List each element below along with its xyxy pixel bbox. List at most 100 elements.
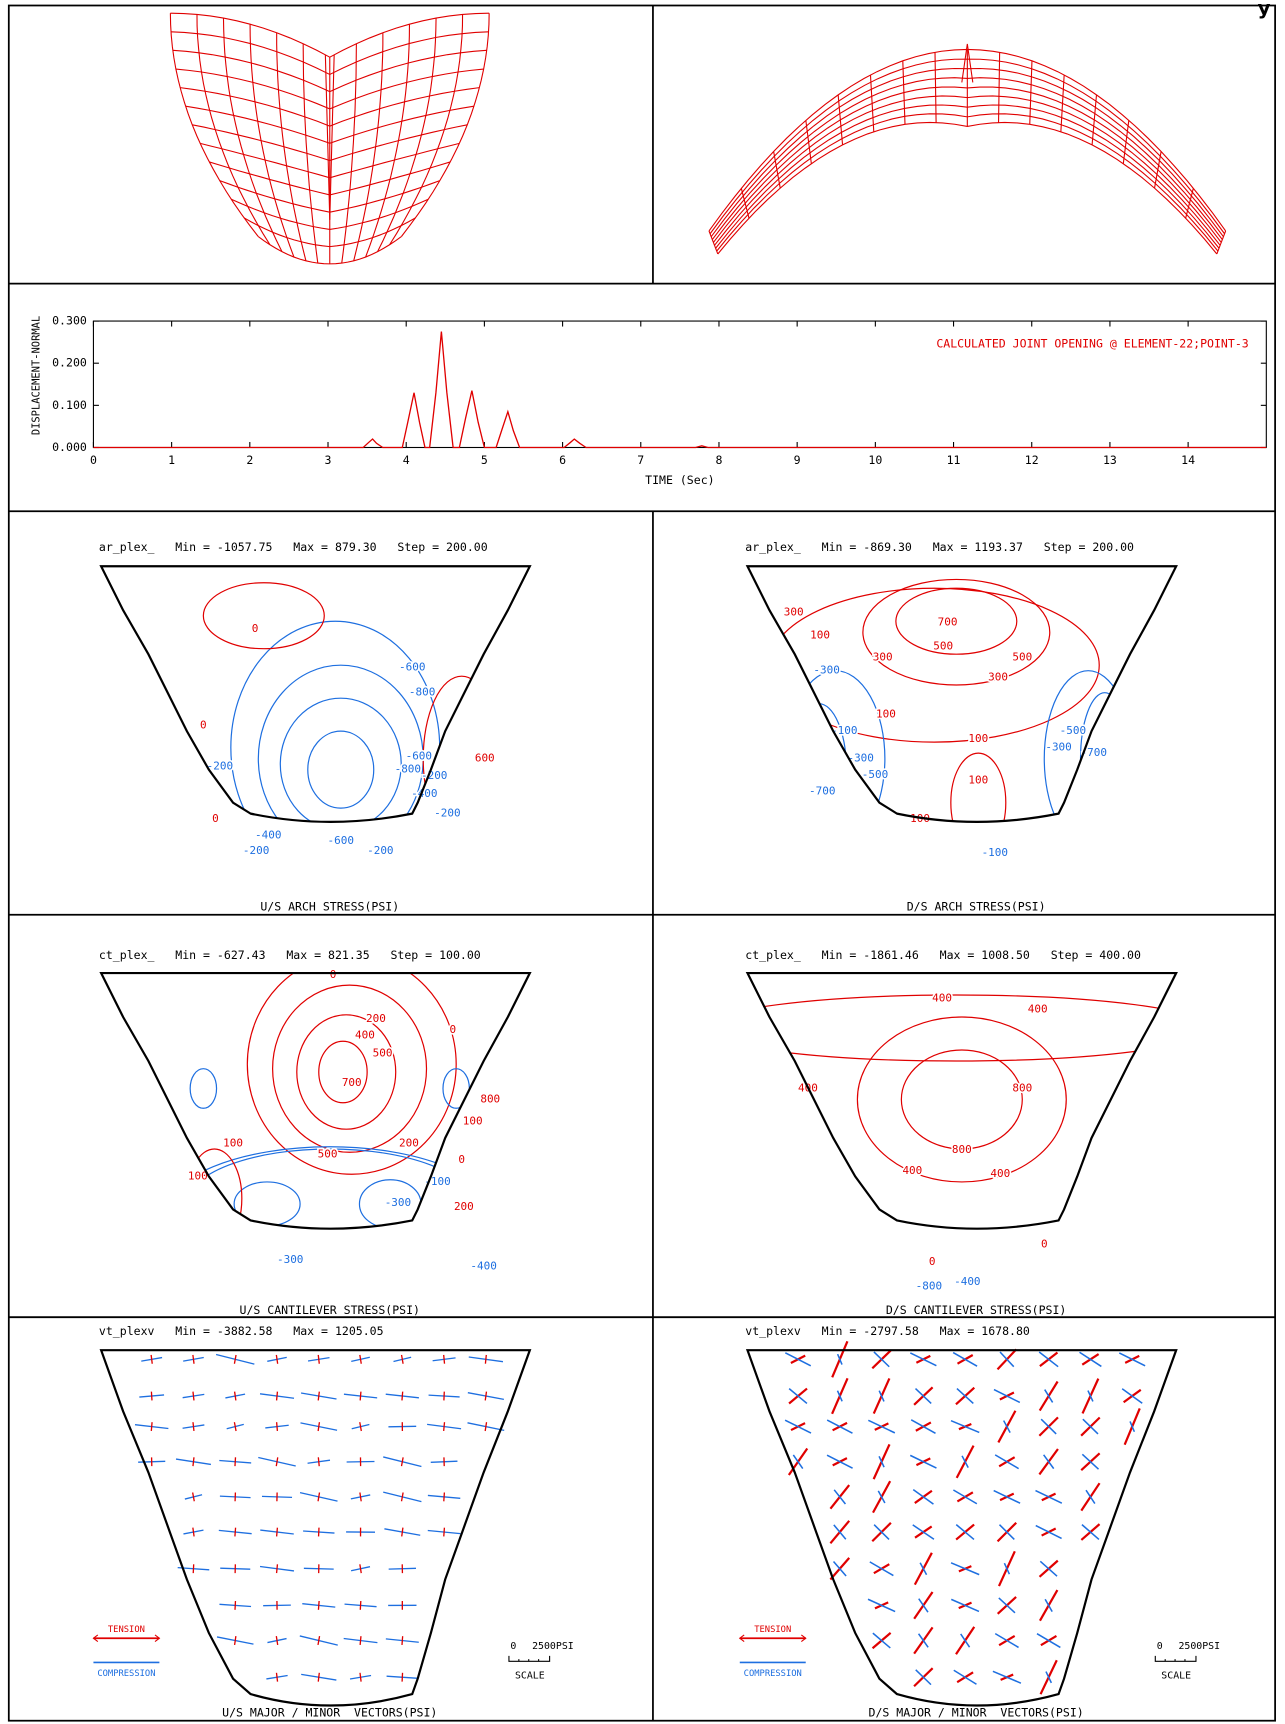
contour-label: 500	[933, 639, 953, 652]
contour-label: -300	[1045, 741, 1071, 754]
mesh-line	[200, 142, 460, 179]
vector-minor	[912, 1488, 934, 1505]
mesh-line	[171, 31, 489, 76]
vector-major	[233, 1636, 237, 1646]
vector-major	[234, 1457, 237, 1467]
vector-minor	[961, 1455, 969, 1469]
mesh-line	[773, 151, 781, 189]
contour-label: 100	[223, 1136, 243, 1149]
mesh-line	[209, 161, 451, 196]
contour-label: 400	[355, 1029, 375, 1042]
vector-minor	[1039, 1560, 1058, 1577]
mesh-line	[1153, 151, 1162, 189]
mesh-line	[1122, 120, 1130, 164]
vector-minor	[1045, 1671, 1053, 1684]
dam-outline	[99, 565, 532, 823]
contour-label: -500	[1060, 724, 1086, 737]
panel-header: vt_plexv Min = -3882.58 Max = 1205.05	[99, 1324, 384, 1338]
vector-minor	[994, 1632, 1019, 1649]
x-tick-label: 10	[868, 453, 882, 467]
contour-label: 300	[873, 650, 893, 663]
legend-label: TENSION	[108, 1625, 145, 1635]
x-tick-label: 13	[1103, 453, 1117, 467]
contour-label: 0	[330, 968, 337, 981]
vector-major	[233, 1354, 237, 1364]
mesh-line	[243, 217, 416, 248]
mesh-line	[1060, 74, 1065, 132]
contour-label: -700	[1081, 746, 1107, 759]
vector-minor	[833, 1489, 847, 1505]
vector-major	[233, 1391, 237, 1401]
contour-label: -200	[434, 807, 460, 820]
contour-label: 300	[988, 670, 1008, 683]
contour-label: -200	[421, 769, 447, 782]
vector-minor	[867, 1598, 896, 1613]
legend-arrowhead	[92, 1634, 161, 1642]
contour-line	[318, 1040, 368, 1104]
vector-minor	[993, 1489, 1021, 1504]
y-tick-label: 0.000	[52, 440, 87, 454]
contour-line	[257, 664, 424, 822]
dam-outline	[745, 565, 1178, 823]
mesh-line	[180, 87, 480, 127]
panel-caption: U/S ARCH STRESS(PSI)	[260, 900, 399, 914]
contour-label: -100	[982, 846, 1008, 859]
contour-line	[950, 752, 1007, 822]
mesh-line	[869, 74, 875, 132]
contour-label: 200	[399, 1136, 419, 1149]
panel-caption: U/S MAJOR / MINOR VECTORS(PSI)	[222, 1706, 437, 1720]
vector-major	[484, 1391, 488, 1401]
vector-minor	[869, 1561, 894, 1577]
vector-major	[150, 1391, 153, 1401]
contour-line	[862, 578, 1051, 686]
dam-outline	[745, 1349, 1178, 1707]
contour-label: 800	[1012, 1081, 1032, 1094]
mesh-line	[717, 121, 1218, 255]
contour-label: -200	[367, 844, 393, 857]
legend-label: TENSION	[754, 1625, 791, 1635]
x-tick-label: 4	[403, 453, 410, 467]
contour-label: -400	[954, 1275, 980, 1288]
corner-text: y	[1258, 0, 1271, 19]
vector-major	[317, 1600, 320, 1610]
vector-major	[317, 1636, 321, 1646]
vector-major	[192, 1422, 195, 1432]
vector-major	[359, 1391, 362, 1401]
contour-label: 700	[938, 615, 958, 628]
scale-label: 2500PSI	[1178, 1641, 1220, 1652]
mesh-line	[716, 113, 1219, 252]
vector-major	[317, 1492, 321, 1502]
mesh-line	[902, 60, 906, 125]
panel-caption: D/S MAJOR / MINOR VECTORS(PSI)	[869, 1706, 1084, 1720]
mesh-line	[175, 68, 484, 110]
vector-major	[192, 1354, 195, 1364]
vector-minor	[993, 1388, 1021, 1404]
x-tick-label: 12	[1025, 453, 1039, 467]
contour-label: 0	[929, 1255, 936, 1268]
vector-minor	[833, 1524, 847, 1540]
vector-minor	[1038, 1351, 1059, 1368]
vector-minor	[826, 1454, 853, 1469]
contour-line	[246, 973, 457, 1175]
contour-line	[747, 994, 1177, 1062]
vector-minor	[836, 1390, 843, 1402]
vector-major	[192, 1492, 195, 1502]
vector-minor	[788, 1388, 808, 1405]
mesh-line	[170, 12, 490, 58]
scale-label: SCALE	[515, 1671, 545, 1682]
vector-minor	[1085, 1489, 1096, 1504]
vector-minor	[1035, 1524, 1062, 1540]
vector-major	[401, 1391, 404, 1401]
contour-line	[900, 1049, 1023, 1150]
vector-major	[192, 1457, 195, 1467]
vector-minor	[1079, 1351, 1102, 1368]
contour-label: -200	[207, 759, 233, 772]
vector-minor	[992, 1670, 1022, 1684]
contour-label: 500	[318, 1147, 338, 1160]
contour-label: 800	[480, 1092, 500, 1105]
panel-header: ct_plex_ Min = -627.43 Max = 821.35 Step…	[99, 948, 481, 962]
mesh-line	[324, 54, 335, 220]
vector-major	[443, 1422, 446, 1432]
vector-major	[359, 1672, 362, 1682]
mesh-line	[805, 120, 812, 164]
